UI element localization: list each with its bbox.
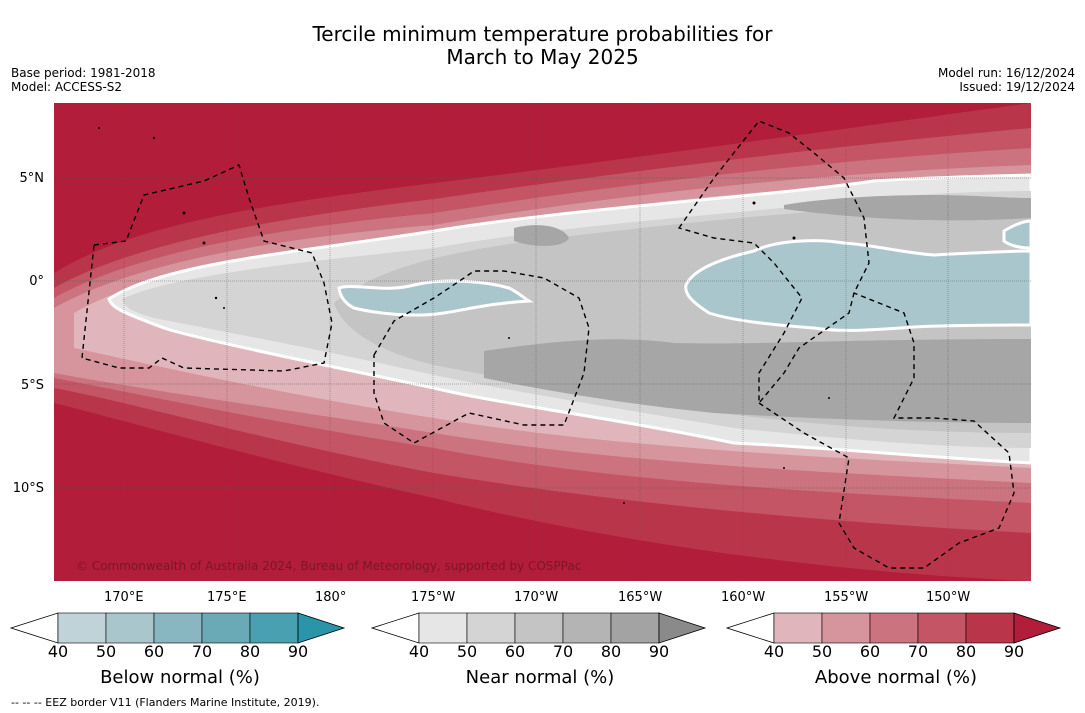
lat-label-10s: 10°S — [12, 481, 44, 496]
colorbar-tick-label: 90 — [1003, 642, 1025, 661]
colorbar-tick-label: 40 — [763, 642, 785, 661]
colorbar-tick-label: 50 — [456, 642, 478, 661]
colorbar-tick-label: 80 — [239, 642, 261, 661]
colorbar-tick-label: 50 — [95, 642, 117, 661]
lon-label-170w: 170°W — [514, 590, 559, 605]
map-title-line2: March to May 2025 — [446, 45, 639, 69]
colorbar-below-normal — [10, 612, 346, 644]
near-normal-80-patch — [484, 339, 1031, 423]
model-run: Model run: 16/12/2024 — [937, 66, 1075, 80]
base-period: Base period: 1981-2018 — [11, 66, 156, 80]
colorbar-extend-high — [297, 612, 346, 644]
model-name: Model: ACCESS-S2 — [11, 80, 123, 94]
lon-label-170e: 170°E — [104, 590, 144, 605]
colorbar-extend-low — [10, 612, 59, 644]
colorbar-segment — [773, 612, 823, 644]
colorbar-extend-high — [1013, 612, 1062, 644]
colorbar-extend-low — [726, 612, 775, 644]
copyright-text: © Commonwealth of Australia 2024, Bureau… — [76, 559, 581, 573]
colorbar-segment — [514, 612, 564, 644]
colorbar-tick-label: 50 — [811, 642, 833, 661]
colorbar-segment — [821, 612, 871, 644]
colorbar-tick-label: 60 — [504, 642, 526, 661]
colorbar-segment — [249, 612, 299, 644]
colorbar-tick-label: 70 — [907, 642, 929, 661]
lon-label-175w: 175°W — [411, 590, 456, 605]
colorbar-segment — [869, 612, 919, 644]
eez-border-central — [373, 270, 590, 444]
colorbar-tick-label: 90 — [287, 642, 309, 661]
map-title-line1: Tercile minimum temperature probabilitie… — [312, 22, 773, 46]
colorbar-segment — [418, 612, 468, 644]
lat-label-5n: 5°N — [19, 171, 45, 186]
lon-label-150w: 150°W — [926, 590, 971, 605]
colorbar-tick-label: 60 — [143, 642, 165, 661]
colorbar-segment — [466, 612, 516, 644]
colorbar-below-normal-title: Below normal (%) — [100, 667, 260, 688]
eez-border-west — [81, 164, 333, 372]
probability-map: © Commonwealth of Australia 2024, Bureau… — [54, 103, 1031, 581]
colorbar-segment — [917, 612, 967, 644]
colorbar-near-normal — [371, 612, 707, 644]
colorbar-segment — [57, 612, 107, 644]
colorbar-extend-high — [658, 612, 707, 644]
lat-label-0: 0° — [29, 274, 44, 289]
colorbar-segment — [201, 612, 251, 644]
colorbar-segment — [965, 612, 1015, 644]
colorbar-tick-label: 80 — [600, 642, 622, 661]
colorbar-segment — [153, 612, 203, 644]
colorbar-tick-label: 40 — [47, 642, 69, 661]
colorbar-segment — [562, 612, 612, 644]
lon-label-155w: 155°W — [824, 590, 869, 605]
issued-date: Issued: 19/12/2024 — [959, 80, 1075, 94]
colorbar-above-normal — [726, 612, 1062, 644]
lon-label-180: 180° — [315, 590, 347, 605]
lon-label-165w: 165°W — [618, 590, 663, 605]
colorbar-tick-label: 40 — [408, 642, 430, 661]
lon-label-160w: 160°W — [721, 590, 766, 605]
colorbar-tick-label: 90 — [648, 642, 670, 661]
colorbar-above-normal-title: Above normal (%) — [814, 667, 978, 688]
colorbar-extend-low — [371, 612, 420, 644]
colorbar-tick-label: 70 — [191, 642, 213, 661]
eez-border-east-north — [677, 120, 870, 405]
colorbar-near-normal-title: Near normal (%) — [465, 667, 615, 688]
colorbar-segment — [610, 612, 660, 644]
eez-border-east-south — [758, 292, 1015, 569]
lon-label-175e: 175°E — [207, 590, 247, 605]
eez-footnote: -- -- -- EEZ border V11 (Flanders Marine… — [11, 696, 320, 709]
lat-label-5s: 5°S — [20, 378, 44, 393]
colorbar-tick-label: 60 — [859, 642, 881, 661]
below-normal-patch-far-east — [1002, 219, 1031, 250]
colorbar-tick-label: 80 — [955, 642, 977, 661]
near-normal-80-patch-west — [514, 225, 569, 246]
colorbar-segment — [105, 612, 155, 644]
colorbar-tick-label: 70 — [552, 642, 574, 661]
